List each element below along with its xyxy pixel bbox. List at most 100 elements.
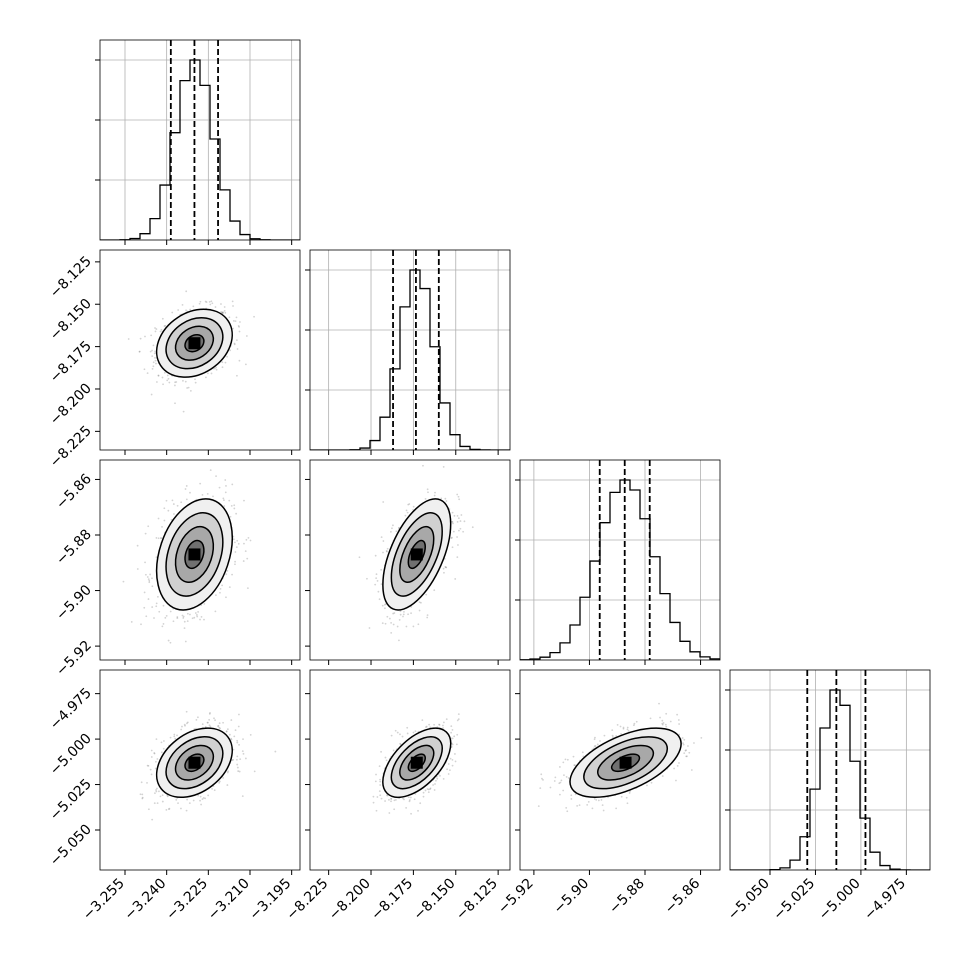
scatter-point	[439, 774, 441, 777]
scatter-point	[594, 744, 597, 747]
scatter-point	[238, 743, 240, 746]
scatter-point	[233, 342, 236, 345]
scatter-point	[156, 381, 158, 383]
scatter-point	[148, 579, 151, 582]
scatter-point	[449, 757, 452, 760]
scatter-point	[145, 615, 148, 618]
scatter-point	[463, 520, 466, 523]
scatter-point	[402, 797, 404, 800]
panel-content-3-0	[139, 710, 277, 821]
scatter-point	[382, 501, 385, 503]
scatter-point	[417, 623, 420, 626]
scatter-point	[218, 722, 221, 725]
scatter-point	[384, 800, 386, 802]
scatter-point	[191, 617, 194, 620]
scatter-point	[235, 339, 238, 342]
scatter-point	[471, 526, 474, 529]
scatter-point	[622, 726, 625, 729]
scatter-point	[587, 800, 590, 803]
scatter-point	[386, 615, 389, 618]
scatter-point	[372, 801, 375, 804]
scatter-point	[442, 777, 445, 780]
scatter-point	[446, 768, 448, 771]
scatter-point	[629, 790, 631, 793]
scatter-point	[402, 615, 404, 618]
scatter-point	[453, 514, 456, 517]
scatter-point	[675, 779, 677, 782]
scatter-point	[226, 728, 229, 731]
scatter-point	[221, 361, 224, 364]
scatter-point	[458, 498, 461, 501]
scatter-point	[185, 485, 188, 487]
scatter-point	[154, 350, 157, 353]
scatter-point	[394, 729, 397, 732]
scatter-point	[153, 752, 156, 755]
scatter-point	[224, 491, 227, 494]
scatter-point	[393, 799, 396, 802]
scatter-point	[144, 573, 147, 576]
scatter-point	[140, 623, 142, 626]
scatter-point	[433, 589, 436, 592]
scatter-point	[199, 795, 202, 798]
scatter-point	[231, 483, 234, 486]
scatter-point	[155, 537, 158, 539]
scatter-point	[130, 621, 133, 623]
scatter-point	[167, 639, 170, 642]
x-tick-label: −8.200	[326, 876, 374, 924]
scatter-point	[160, 751, 163, 754]
panel-3-0: −3.255−3.240−3.225−3.210−3.195−4.975−5.0…	[47, 669, 301, 924]
histogram-2	[520, 479, 720, 660]
scatter-point	[212, 495, 214, 498]
scatter-point	[232, 327, 234, 330]
scatter-point	[146, 372, 149, 375]
scatter-point	[221, 584, 224, 587]
scatter-point	[146, 764, 149, 767]
scatter-point	[374, 583, 377, 586]
scatter-point	[206, 721, 209, 724]
x-tick-label: −3.240	[122, 876, 170, 924]
scatter-point	[236, 766, 239, 769]
scatter-point	[223, 505, 226, 507]
scatter-point	[386, 794, 389, 797]
scatter-point	[426, 616, 429, 619]
scatter-point	[207, 794, 210, 797]
scatter-point	[228, 733, 231, 736]
scatter-point	[247, 536, 250, 539]
panel-1-1	[305, 249, 511, 455]
scatter-point	[385, 550, 388, 552]
scatter-point	[414, 793, 417, 795]
scatter-point	[422, 795, 425, 798]
panel-content-0-0	[100, 40, 300, 240]
density-peak	[188, 756, 201, 769]
scatter-point	[620, 733, 622, 735]
scatter-point	[152, 361, 155, 364]
scatter-point	[388, 617, 391, 620]
scatter-point	[237, 542, 240, 545]
scatter-point	[245, 335, 248, 337]
scatter-point	[406, 511, 409, 514]
scatter-point	[406, 732, 409, 735]
scatter-point	[237, 725, 240, 728]
scatter-point	[157, 374, 160, 377]
scatter-point	[122, 580, 125, 583]
panel-3-1: −8.225−8.200−8.175−8.150−8.125	[284, 669, 511, 924]
scatter-point	[200, 615, 203, 618]
scatter-point	[155, 328, 158, 330]
scatter-point	[232, 758, 235, 761]
scatter-point	[221, 311, 223, 314]
scatter-point	[372, 795, 375, 798]
scatter-point	[445, 566, 448, 569]
scatter-point	[688, 751, 691, 754]
scatter-point	[159, 330, 162, 333]
scatter-point	[374, 554, 377, 557]
scatter-point	[155, 760, 157, 763]
scatter-point	[549, 786, 552, 789]
scatter-point	[681, 737, 684, 739]
scatter-point	[457, 718, 460, 721]
scatter-point	[234, 563, 236, 566]
scatter-point	[154, 330, 157, 333]
scatter-point	[231, 300, 234, 303]
scatter-point	[238, 770, 241, 773]
scatter-point	[386, 547, 389, 550]
